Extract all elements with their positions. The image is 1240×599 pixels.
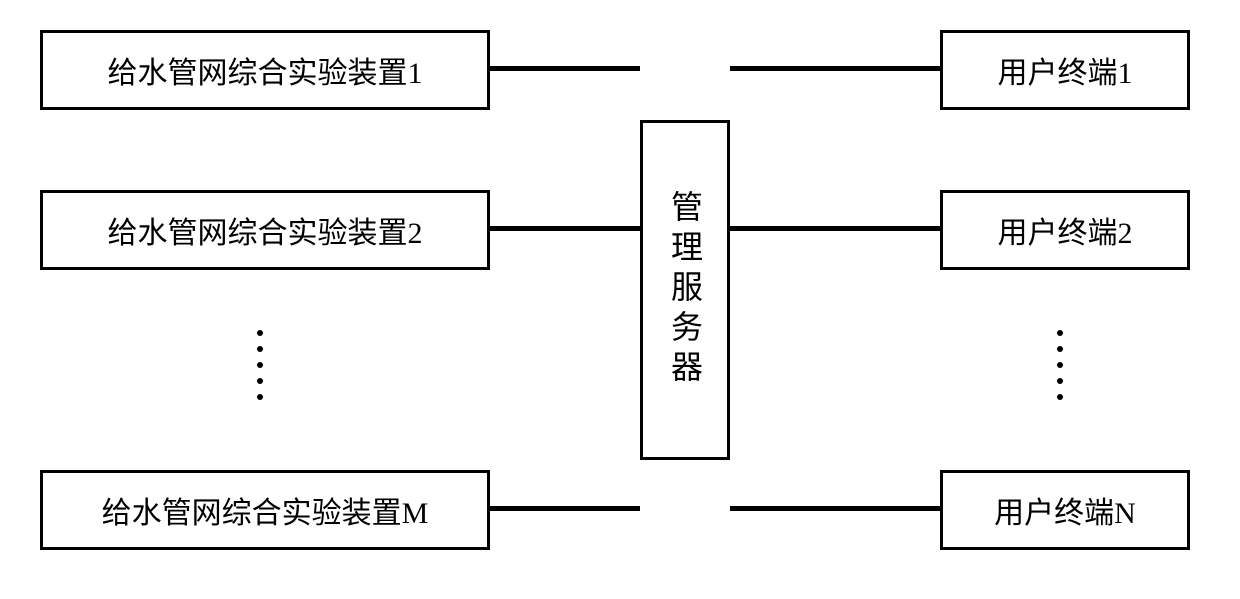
ellipsis-left [257,330,263,400]
connector-left-2 [490,506,640,511]
connector-right-0 [730,66,940,71]
right-box-1: 用户终端2 [940,190,1190,270]
connector-left-1 [490,226,640,231]
right-box-0: 用户终端1 [940,30,1190,110]
left-box-0: 给水管网综合实验装置1 [40,30,490,110]
center-server-box: 管理服务器 [640,120,730,460]
connector-left-0 [490,66,640,71]
left-box-1: 给水管网综合实验装置2 [40,190,490,270]
right-box-2: 用户终端N [940,470,1190,550]
center-server-label: 管理服务器 [662,190,708,390]
connector-right-1 [730,226,940,231]
left-box-2: 给水管网综合实验装置M [40,470,490,550]
ellipsis-right [1057,330,1063,400]
connector-right-2 [730,506,940,511]
